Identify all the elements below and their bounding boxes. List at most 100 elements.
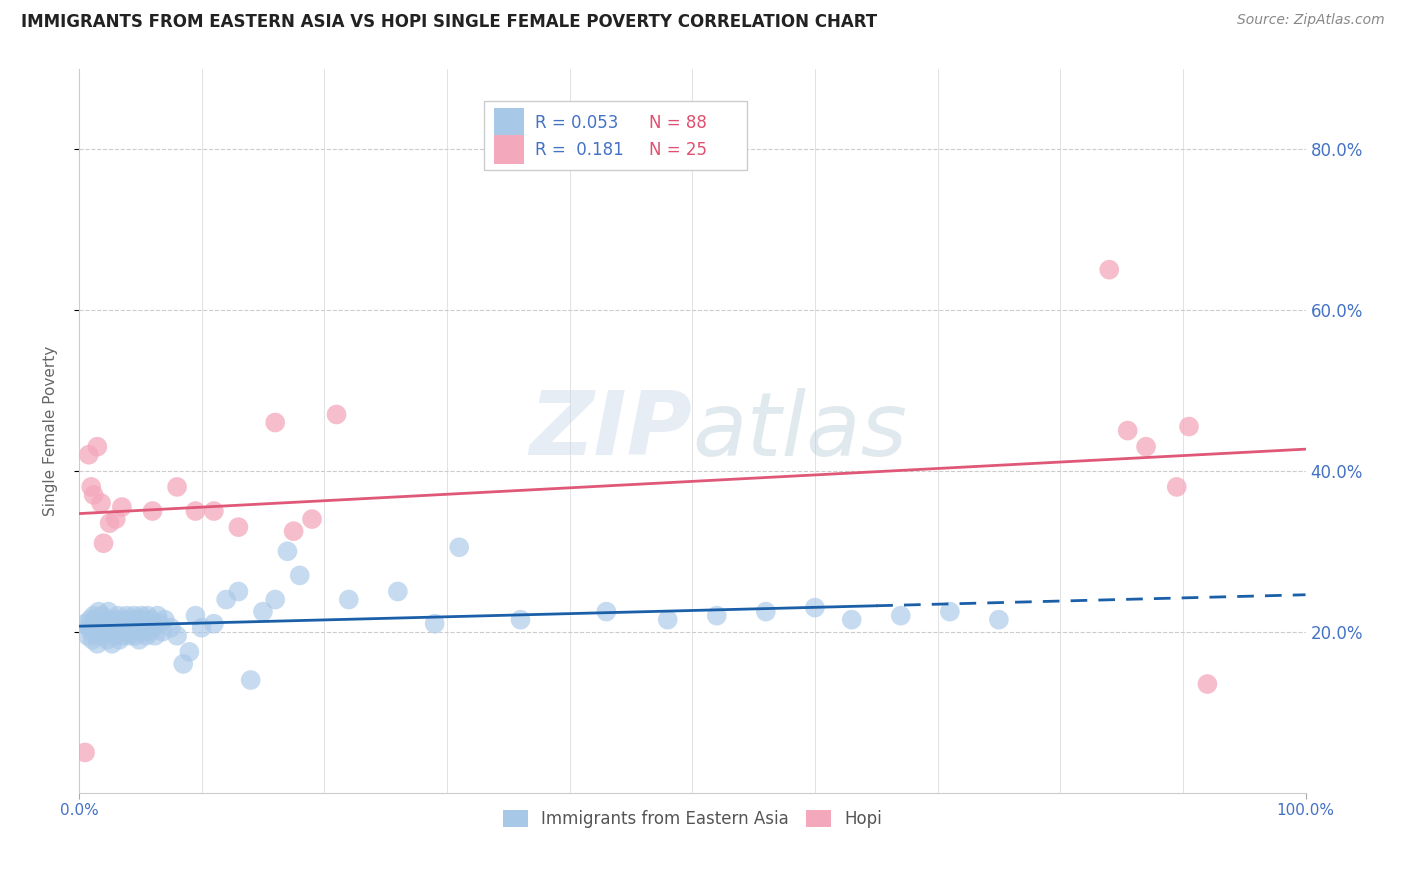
Point — [80, 624, 103, 639]
Point — [706, 608, 728, 623]
Point — [141, 621, 163, 635]
Point — [132, 613, 155, 627]
Point — [105, 613, 128, 627]
Point — [252, 605, 274, 619]
Point — [228, 584, 250, 599]
Point — [166, 629, 188, 643]
Text: N = 25: N = 25 — [650, 141, 707, 159]
Point — [1098, 262, 1121, 277]
Point — [86, 637, 108, 651]
Point — [449, 541, 471, 555]
Point — [160, 621, 183, 635]
Point — [1116, 424, 1139, 438]
Point — [108, 632, 131, 647]
Point — [190, 621, 212, 635]
Point — [127, 613, 149, 627]
Point — [77, 448, 100, 462]
Point — [387, 584, 409, 599]
Point — [657, 613, 679, 627]
Point — [101, 637, 124, 651]
Point — [93, 613, 115, 627]
Point — [179, 645, 201, 659]
Point — [423, 616, 446, 631]
Text: N = 88: N = 88 — [650, 114, 707, 132]
Point — [112, 613, 135, 627]
Point — [103, 624, 125, 639]
Point — [83, 613, 105, 627]
Point — [82, 632, 104, 647]
Point — [94, 621, 117, 635]
Point — [755, 605, 778, 619]
Point — [129, 616, 152, 631]
Point — [115, 608, 138, 623]
Point — [804, 600, 827, 615]
Point — [104, 629, 127, 643]
Point — [1166, 480, 1188, 494]
Point — [890, 608, 912, 623]
Point — [264, 592, 287, 607]
Text: Source: ZipAtlas.com: Source: ZipAtlas.com — [1237, 13, 1385, 28]
Point — [111, 500, 134, 514]
Point — [1135, 440, 1157, 454]
Point — [264, 416, 287, 430]
Point — [184, 608, 207, 623]
Point — [111, 616, 134, 631]
Point — [124, 629, 146, 643]
Point — [283, 524, 305, 538]
Point — [141, 504, 163, 518]
Point — [79, 613, 101, 627]
Point — [90, 496, 112, 510]
Text: R =  0.181: R = 0.181 — [536, 141, 624, 159]
Point — [595, 605, 617, 619]
Point — [143, 629, 166, 643]
Point — [122, 616, 145, 631]
Point — [122, 608, 145, 623]
Point — [1178, 419, 1201, 434]
Point — [120, 613, 142, 627]
Point — [987, 613, 1010, 627]
Point — [215, 592, 238, 607]
Point — [202, 504, 225, 518]
Point — [841, 613, 863, 627]
Point — [228, 520, 250, 534]
Text: atlas: atlas — [692, 388, 907, 474]
Point — [125, 621, 148, 635]
Point — [77, 621, 100, 635]
Point — [104, 512, 127, 526]
Point — [112, 629, 135, 643]
Point — [97, 605, 120, 619]
FancyBboxPatch shape — [494, 108, 524, 137]
Point — [121, 624, 143, 639]
Point — [337, 592, 360, 607]
Text: ZIP: ZIP — [530, 387, 692, 474]
Point — [76, 629, 98, 643]
Y-axis label: Single Female Poverty: Single Female Poverty — [44, 345, 58, 516]
Point — [1197, 677, 1219, 691]
Point — [83, 608, 105, 623]
Point — [86, 440, 108, 454]
Point — [100, 613, 122, 627]
Point — [132, 624, 155, 639]
Point — [98, 624, 121, 639]
Point — [138, 616, 160, 631]
Point — [91, 608, 114, 623]
Point — [325, 408, 347, 422]
Point — [184, 504, 207, 518]
Point — [117, 621, 139, 635]
Point — [134, 621, 156, 635]
Point — [239, 673, 262, 687]
Point — [202, 616, 225, 631]
FancyBboxPatch shape — [494, 136, 524, 164]
Point — [89, 616, 111, 631]
Point — [135, 629, 157, 643]
Point — [172, 657, 194, 671]
Point — [110, 621, 132, 635]
FancyBboxPatch shape — [484, 101, 748, 169]
Point — [103, 616, 125, 631]
Legend: Immigrants from Eastern Asia, Hopi: Immigrants from Eastern Asia, Hopi — [496, 804, 889, 835]
Point — [75, 616, 97, 631]
Point — [84, 629, 107, 643]
Point — [139, 624, 162, 639]
Point — [509, 613, 531, 627]
Point — [87, 605, 110, 619]
